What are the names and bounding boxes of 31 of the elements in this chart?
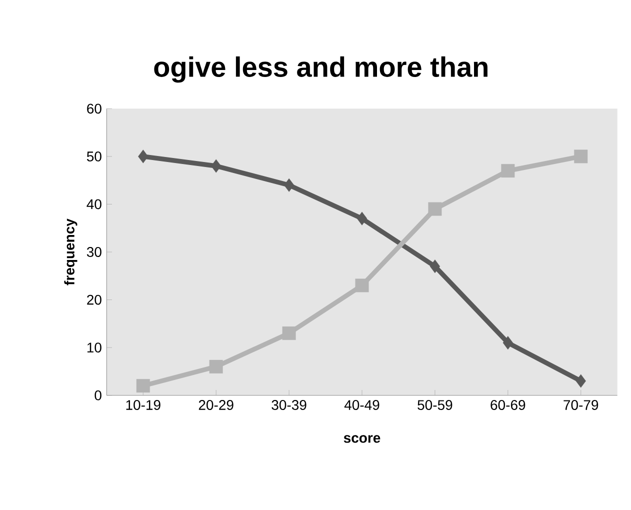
y-tick-label: 40 — [86, 199, 102, 210]
y-tick-label: 20 — [87, 294, 102, 305]
point — [138, 150, 148, 164]
point — [502, 336, 513, 350]
y-tick-label: 60 — [87, 104, 102, 114]
point — [576, 374, 586, 388]
point — [430, 260, 440, 274]
x-tick-label: 10-19 — [126, 400, 160, 410]
y-tick-label: 50 — [86, 152, 102, 162]
y-tick-label: 10 — [87, 342, 102, 353]
point — [282, 326, 296, 340]
point — [355, 278, 369, 292]
y-tick-label: 0 — [94, 390, 102, 400]
chart-title: ogive less and more than — [154, 56, 488, 83]
point — [136, 379, 150, 393]
point — [428, 202, 442, 216]
point — [209, 360, 223, 374]
point — [211, 159, 222, 173]
x-tick-label: 70-79 — [564, 400, 598, 410]
y-tick-label: 30 — [86, 247, 102, 257]
point — [284, 178, 294, 192]
point — [574, 150, 588, 164]
x-tick-label: 30-39 — [272, 400, 306, 410]
point — [356, 212, 368, 226]
x-tick-label: 50-59 — [418, 400, 452, 410]
x-tick-label: 40-49 — [344, 400, 380, 410]
y-axis-title: frequency — [64, 218, 78, 286]
x-axis-title: score — [344, 435, 380, 443]
point — [501, 164, 515, 178]
x-tick-label: 20-29 — [198, 400, 234, 410]
x-tick-label: 60-69 — [490, 400, 526, 410]
